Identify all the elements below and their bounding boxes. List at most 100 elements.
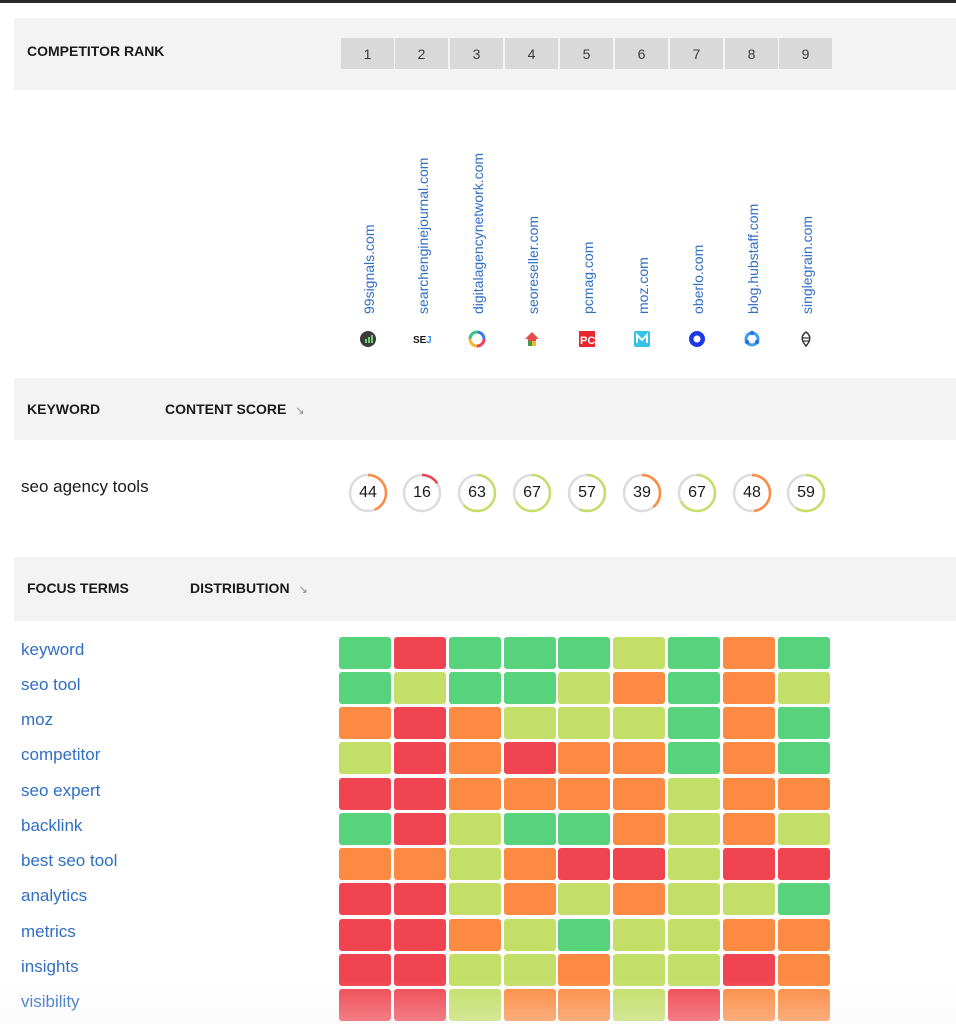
heatmap-cell[interactable] xyxy=(613,919,665,951)
competitor-domain-link[interactable]: blog.hubstaff.com xyxy=(745,203,761,314)
heatmap-cell[interactable] xyxy=(394,989,446,1021)
heatmap-cell[interactable] xyxy=(339,742,391,774)
heatmap-cell[interactable] xyxy=(449,813,501,845)
content-score-column-header[interactable]: CONTENT SCORE ↘ xyxy=(165,401,305,417)
focus-term-link[interactable]: metrics xyxy=(21,922,76,941)
heatmap-cell[interactable] xyxy=(394,919,446,951)
heatmap-cell[interactable] xyxy=(668,848,720,880)
heatmap-cell[interactable] xyxy=(723,848,775,880)
heatmap-cell[interactable] xyxy=(394,707,446,739)
heatmap-cell[interactable] xyxy=(558,883,610,915)
competitor-domain-link[interactable]: pcmag.com xyxy=(580,241,596,314)
competitor-domain-link[interactable]: seoreseller.com xyxy=(525,215,541,314)
heatmap-cell[interactable] xyxy=(723,813,775,845)
heatmap-cell[interactable] xyxy=(449,672,501,704)
heatmap-cell[interactable] xyxy=(613,883,665,915)
heatmap-cell[interactable] xyxy=(613,672,665,704)
heatmap-cell[interactable] xyxy=(504,637,556,669)
heatmap-cell[interactable] xyxy=(668,813,720,845)
heatmap-cell[interactable] xyxy=(613,778,665,810)
heatmap-cell[interactable] xyxy=(778,707,830,739)
heatmap-cell[interactable] xyxy=(778,883,830,915)
heatmap-cell[interactable] xyxy=(613,707,665,739)
heatmap-cell[interactable] xyxy=(613,813,665,845)
sort-arrow-icon[interactable]: ↘ xyxy=(295,405,305,417)
heatmap-cell[interactable] xyxy=(449,883,501,915)
heatmap-cell[interactable] xyxy=(504,954,556,986)
competitor-domain-link[interactable]: 99signals.com xyxy=(361,224,377,315)
heatmap-cell[interactable] xyxy=(778,989,830,1021)
heatmap-cell[interactable] xyxy=(339,848,391,880)
heatmap-cell[interactable] xyxy=(613,848,665,880)
heatmap-cell[interactable] xyxy=(558,954,610,986)
heatmap-cell[interactable] xyxy=(558,813,610,845)
heatmap-cell[interactable] xyxy=(504,742,556,774)
heatmap-cell[interactable] xyxy=(449,637,501,669)
heatmap-cell[interactable] xyxy=(504,707,556,739)
heatmap-cell[interactable] xyxy=(723,742,775,774)
heatmap-cell[interactable] xyxy=(558,989,610,1021)
focus-term-link[interactable]: competitor xyxy=(21,745,101,764)
heatmap-cell[interactable] xyxy=(339,954,391,986)
heatmap-cell[interactable] xyxy=(339,637,391,669)
heatmap-cell[interactable] xyxy=(449,989,501,1021)
heatmap-cell[interactable] xyxy=(668,919,720,951)
heatmap-cell[interactable] xyxy=(394,637,446,669)
heatmap-cell[interactable] xyxy=(723,989,775,1021)
heatmap-cell[interactable] xyxy=(449,707,501,739)
heatmap-cell[interactable] xyxy=(613,637,665,669)
heatmap-cell[interactable] xyxy=(778,742,830,774)
heatmap-cell[interactable] xyxy=(339,778,391,810)
heatmap-cell[interactable] xyxy=(449,742,501,774)
heatmap-cell[interactable] xyxy=(504,813,556,845)
heatmap-cell[interactable] xyxy=(449,848,501,880)
heatmap-cell[interactable] xyxy=(504,989,556,1021)
focus-term-link[interactable]: insights xyxy=(21,957,79,976)
heatmap-cell[interactable] xyxy=(558,742,610,774)
heatmap-cell[interactable] xyxy=(668,672,720,704)
heatmap-cell[interactable] xyxy=(723,954,775,986)
heatmap-cell[interactable] xyxy=(723,672,775,704)
heatmap-cell[interactable] xyxy=(723,637,775,669)
heatmap-cell[interactable] xyxy=(778,637,830,669)
heatmap-cell[interactable] xyxy=(394,778,446,810)
competitor-domain-link[interactable]: oberlo.com xyxy=(690,244,706,314)
heatmap-cell[interactable] xyxy=(394,672,446,704)
heatmap-cell[interactable] xyxy=(668,989,720,1021)
heatmap-cell[interactable] xyxy=(778,848,830,880)
heatmap-cell[interactable] xyxy=(778,672,830,704)
heatmap-cell[interactable] xyxy=(668,883,720,915)
heatmap-cell[interactable] xyxy=(394,954,446,986)
heatmap-cell[interactable] xyxy=(449,778,501,810)
competitor-domain-link[interactable]: moz.com xyxy=(635,257,651,314)
heatmap-cell[interactable] xyxy=(339,989,391,1021)
heatmap-cell[interactable] xyxy=(668,707,720,739)
heatmap-cell[interactable] xyxy=(339,883,391,915)
heatmap-cell[interactable] xyxy=(613,989,665,1021)
heatmap-cell[interactable] xyxy=(668,637,720,669)
heatmap-cell[interactable] xyxy=(558,919,610,951)
heatmap-cell[interactable] xyxy=(504,848,556,880)
heatmap-cell[interactable] xyxy=(504,919,556,951)
sort-arrow-icon[interactable]: ↘ xyxy=(298,584,308,596)
heatmap-cell[interactable] xyxy=(778,813,830,845)
heatmap-cell[interactable] xyxy=(558,778,610,810)
heatmap-cell[interactable] xyxy=(394,883,446,915)
focus-term-link[interactable]: backlink xyxy=(21,816,83,835)
competitor-domain-link[interactable]: singlegrain.com xyxy=(799,215,815,314)
focus-term-link[interactable]: seo expert xyxy=(21,781,101,800)
heatmap-cell[interactable] xyxy=(668,954,720,986)
heatmap-cell[interactable] xyxy=(339,919,391,951)
competitor-domain-link[interactable]: searchenginejournal.com xyxy=(415,157,431,314)
focus-term-link[interactable]: seo tool xyxy=(21,675,81,694)
competitor-domain-link[interactable]: digitalagencynetwork.com xyxy=(470,152,486,314)
heatmap-cell[interactable] xyxy=(394,742,446,774)
heatmap-cell[interactable] xyxy=(723,707,775,739)
heatmap-cell[interactable] xyxy=(504,672,556,704)
focus-term-link[interactable]: moz xyxy=(21,710,54,729)
focus-term-link[interactable]: visibility xyxy=(21,992,80,1011)
heatmap-cell[interactable] xyxy=(558,707,610,739)
heatmap-cell[interactable] xyxy=(504,778,556,810)
heatmap-cell[interactable] xyxy=(394,813,446,845)
heatmap-cell[interactable] xyxy=(668,778,720,810)
